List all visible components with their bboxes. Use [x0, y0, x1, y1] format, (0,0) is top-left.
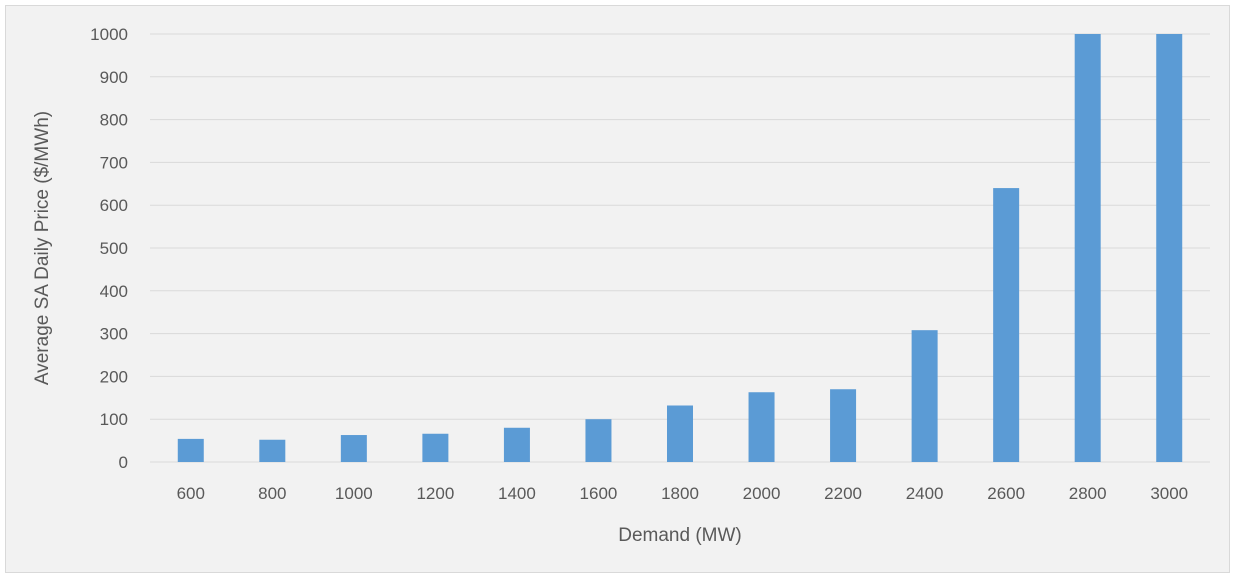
x-tick-label: 600	[177, 484, 205, 503]
y-tick-label: 400	[100, 282, 128, 301]
bar	[585, 419, 612, 462]
y-tick-label: 600	[100, 196, 128, 215]
bar	[830, 389, 857, 462]
bar	[503, 427, 530, 462]
y-tick-label: 900	[100, 68, 128, 87]
x-axis-ticks: 600 800 1000 1200 1400 1600 1800 2000 2200 2400 26…	[177, 484, 1189, 503]
x-tick-label: 2800	[1069, 484, 1107, 503]
y-tick-label: 1000	[90, 25, 128, 44]
x-tick-label: 1600	[580, 484, 618, 503]
gridlines	[150, 33, 1210, 463]
y-tick-label: 200	[100, 367, 128, 386]
x-tick-label: 1400	[498, 484, 536, 503]
x-tick-label: 2400	[906, 484, 944, 503]
x-tick-label: 1200	[416, 484, 454, 503]
bar	[177, 438, 204, 462]
bar	[667, 405, 693, 462]
x-axis-title: Demand (MW)	[618, 525, 742, 546]
chart-area	[5, 5, 1230, 573]
bar	[1156, 34, 1183, 462]
bars	[177, 34, 1183, 462]
y-tick-label: 0	[119, 453, 128, 472]
y-axis-title: Average SA Daily Price ($/MWh)	[32, 111, 53, 385]
bar	[993, 188, 1020, 462]
x-tick-label: 1000	[335, 484, 373, 503]
y-tick-label: 800	[100, 111, 128, 130]
bar	[422, 433, 449, 462]
bar	[259, 439, 286, 462]
x-tick-label: 1800	[661, 484, 699, 503]
y-axis-ticks: 0 100 200 300 400 500 600 700 800 900 1000	[90, 25, 128, 472]
y-tick-label: 700	[100, 153, 128, 172]
bar	[1074, 34, 1101, 462]
bar	[748, 392, 775, 462]
y-tick-label: 500	[100, 239, 128, 258]
x-tick-label: 2600	[987, 484, 1025, 503]
x-tick-label: 3000	[1150, 484, 1188, 503]
x-tick-label: 2200	[824, 484, 862, 503]
bar	[911, 330, 938, 462]
y-tick-label: 300	[100, 325, 128, 344]
x-tick-label: 800	[258, 484, 286, 503]
bar	[340, 435, 367, 462]
y-tick-label: 100	[100, 410, 128, 429]
x-tick-label: 2000	[743, 484, 781, 503]
